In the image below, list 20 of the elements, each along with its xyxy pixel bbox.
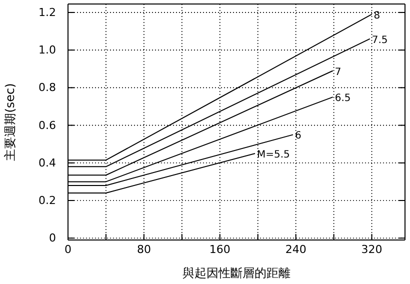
legend-label: 8 [374, 10, 380, 22]
y-tick-label: 1.0 [38, 44, 56, 57]
x-axis-title: 與起因性斷層的距離 [182, 266, 290, 280]
x-tick-label: 160 [209, 242, 230, 256]
y-tick-label: 0.2 [38, 194, 56, 208]
x-tick-label: 240 [285, 242, 306, 256]
y-tick-label: 0.8 [38, 81, 56, 94]
series-label: 7 [334, 66, 342, 78]
series-label: 6.5 [334, 93, 351, 104]
y-axis-title: 主要週期(sec) [3, 83, 17, 161]
series-label: M=5.5 [257, 150, 290, 160]
x-tick-label: 80 [136, 242, 151, 256]
y-tick-label: 0.4 [38, 156, 56, 170]
y-tick-label: 1.2 [38, 6, 56, 19]
y-tick-label: 0.6 [38, 118, 56, 132]
series-label: 6 [294, 130, 302, 142]
x-tick-label: 0 [64, 242, 72, 256]
y-tick-label: 0 [49, 232, 56, 245]
x-tick-label: 320 [361, 242, 382, 256]
series-label: 7.5 [372, 34, 388, 46]
